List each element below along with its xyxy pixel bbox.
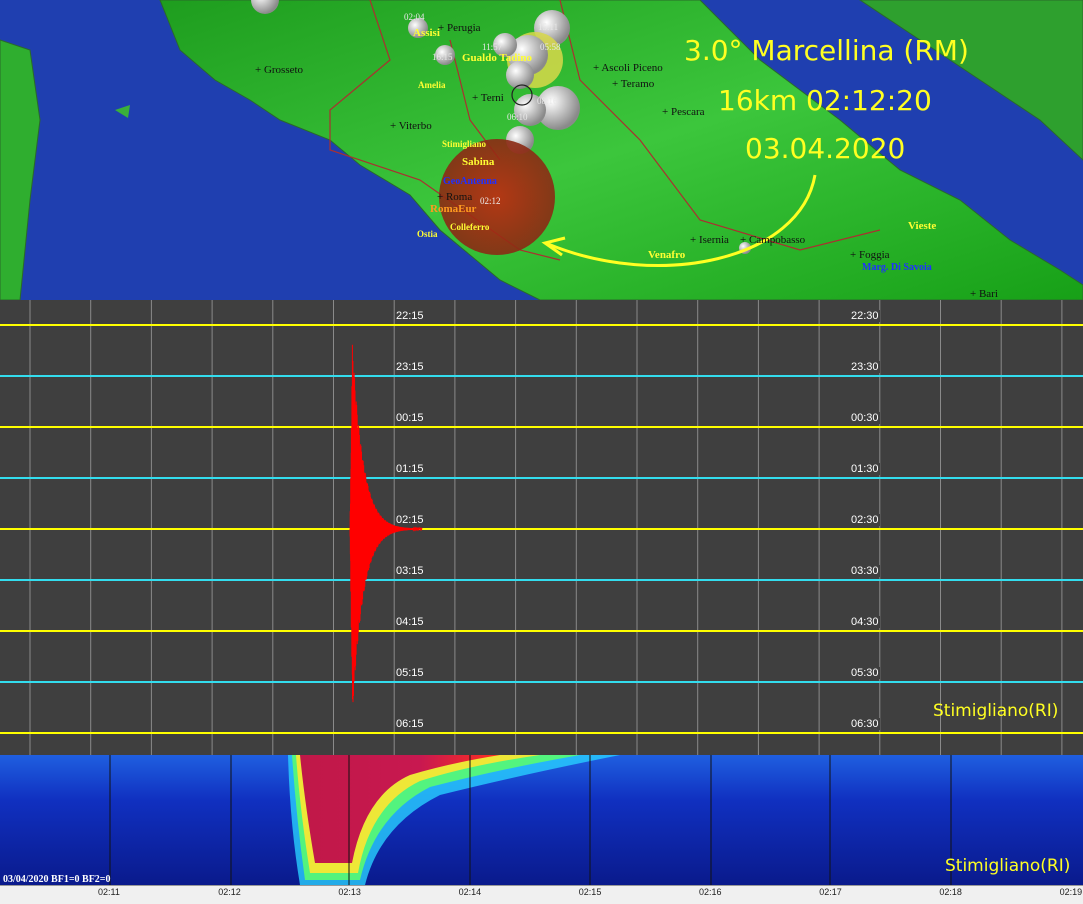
trace-time-label: 06:30 [850, 718, 880, 730]
trace-time-label: 03:30 [850, 565, 880, 577]
map-terrain [0, 0, 1083, 300]
city-label: Amelia [418, 80, 446, 90]
quake-time-label: 15:11 [538, 22, 559, 32]
time-axis-tick: 02:19 [1059, 887, 1083, 897]
event-circle [439, 139, 555, 255]
quake-time-label: 16:15 [432, 52, 453, 62]
city-label: + Pescara [662, 106, 705, 118]
trace-time-label: 22:30 [850, 310, 880, 322]
time-axis-tick: 02:11 [98, 887, 120, 897]
city-label: Venafro [648, 249, 686, 261]
city-label: + Teramo [612, 78, 655, 90]
city-label: + Isernia [690, 234, 729, 246]
helicorder-panel: 22:15 22:30 23:15 23:30 00:15 00:30 01:15 01:30… [0, 300, 1083, 755]
time-axis-tick: 02:16 [699, 887, 722, 897]
quake-time-label: 08:16 [537, 96, 558, 106]
trace-time-label: 04:15 [395, 616, 425, 628]
time-axis-tick: 02:14 [458, 887, 482, 897]
time-axis-tick: 02:13 [338, 887, 361, 897]
corsica-sardinia [0, 39, 41, 300]
trace-time-label: 05:15 [395, 667, 425, 679]
spectrogram-panel: Stimigliano(RI) [0, 755, 1083, 885]
event-time-marker: 02:12 [480, 196, 501, 206]
helicorder-traces [0, 300, 1083, 755]
city-label: + Ascoli Piceno [593, 62, 663, 74]
city-label: + Bari [970, 288, 998, 300]
city-label: Stimigliano [442, 139, 487, 149]
spectrogram-station-label: Stimigliano(RI) [945, 856, 1071, 876]
trace-time-label: 03:15 [395, 565, 425, 577]
quake-date: 03.04.2020 [745, 132, 906, 165]
trace-time-label: 22:15 [395, 310, 425, 322]
city-label: GeoAntenna [443, 176, 497, 187]
city-label: + Grosseto [255, 64, 304, 76]
quake-time-label: 11:57 [482, 42, 503, 52]
trace-time-label: 05:30 [850, 667, 880, 679]
land-mass [159, 0, 1083, 300]
trace-time-label: 02:30 [850, 514, 880, 526]
helicorder-station-label: Stimigliano(RI) [933, 701, 1059, 721]
time-axis-tick: 02:18 [939, 887, 962, 897]
city-label: Colleferro [450, 222, 490, 232]
city-label: Gualdo Tadino [462, 52, 533, 64]
city-label: Sabina [462, 156, 495, 168]
quake-time-label: 05:58 [540, 42, 561, 52]
time-axis-tick: 02:15 [578, 887, 602, 897]
city-label: + Campobasso [740, 234, 806, 246]
quake-time-label: 02:04 [404, 12, 425, 22]
city-label: + Viterbo [390, 120, 432, 132]
city-label: Ostia [417, 229, 438, 239]
city-label: Marg. Di Savoia [862, 262, 932, 273]
balkans-land [859, 0, 1083, 161]
waveform-coda [371, 518, 421, 539]
trace-time-label: 04:30 [850, 616, 880, 628]
city-label: + Terni [472, 92, 504, 104]
trace-time-label: 00:30 [850, 412, 880, 424]
city-label: + Roma [437, 191, 473, 203]
trace-time-label: 06:15 [395, 718, 425, 730]
city-label: Assisi [413, 27, 440, 39]
quake-depth-time: 16km 02:12:20 [718, 84, 932, 117]
time-axis: 02:11 02:12 02:13 02:14 02:15 02:16 02:17 02:18… [0, 885, 1083, 904]
trace-time-label: 01:30 [850, 463, 880, 475]
city-label: RomaEur [430, 203, 477, 215]
quake-time-label: 06:10 [507, 112, 528, 122]
city-label: Vieste [908, 220, 937, 232]
elba [115, 105, 130, 118]
trace-time-label: 02:15 [395, 514, 425, 526]
trace-time-label: 23:30 [850, 361, 880, 373]
trace-time-label: 00:15 [395, 412, 425, 424]
city-label: + Foggia [850, 249, 890, 261]
epicenter-map: Assisi + Perugia Gualdo Tadino + Grosseto Am… [0, 0, 1083, 300]
city-label: + Perugia [438, 22, 481, 34]
spectrogram-image [0, 755, 1083, 885]
quake-magnitude-location: 3.0° Marcellina (RM) [684, 34, 969, 67]
time-axis-tick: 02:17 [819, 887, 842, 897]
annotation-arrow [547, 174, 817, 268]
trace-time-label: 01:15 [395, 463, 425, 475]
spectrogram-footer: 03/04/2020 BF1=0 BF2=0 [3, 874, 111, 885]
time-axis-tick: 02:12 [218, 887, 241, 897]
trace-time-label: 23:15 [395, 361, 425, 373]
